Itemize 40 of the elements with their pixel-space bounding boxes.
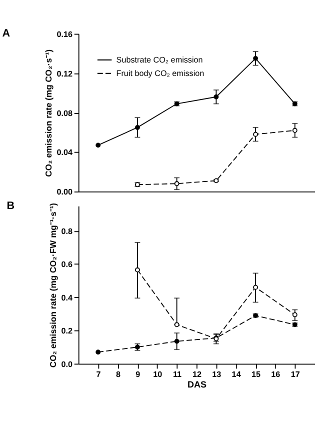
- point: [174, 181, 180, 186]
- point: [96, 350, 101, 355]
- point: [292, 128, 298, 133]
- y-tick-label: 0.6: [61, 260, 74, 270]
- y-axis-title: CO₂ emission rate (mg CO₂·s⁻¹): [43, 49, 54, 177]
- x-tick-label: 13: [212, 370, 222, 379]
- x-tick-label: 8: [116, 370, 121, 379]
- y-tick-label: 0.0: [61, 360, 74, 369]
- y-tick-label: 0.8: [61, 227, 74, 236]
- x-tick-label: 11: [172, 370, 182, 379]
- x-tick-label: 10: [153, 370, 163, 379]
- point: [135, 124, 140, 130]
- x-tick-label: 15: [251, 370, 261, 379]
- point: [135, 267, 140, 272]
- x-axis-title: DAS: [187, 380, 206, 390]
- point: [253, 132, 258, 137]
- point: [292, 312, 298, 318]
- chart-title: A: [2, 27, 10, 40]
- point: [214, 94, 219, 100]
- x-tick-label: 9: [136, 370, 141, 379]
- y-tick-label: 0.08: [56, 108, 74, 118]
- point: [253, 284, 258, 290]
- y-tick-label: 0.12: [56, 69, 74, 78]
- y-tick-label: 0.2: [61, 326, 74, 336]
- legend-label: Fruit body CO₂ emission: [116, 69, 204, 78]
- point: [253, 56, 258, 61]
- y-tick-label: 0.4: [61, 293, 74, 302]
- y-tick-label: 0.04: [56, 148, 74, 158]
- chart-title: B: [6, 200, 15, 212]
- y-tick-label: 0.00: [56, 188, 74, 197]
- legend-label: Substrate CO₂ emission: [116, 56, 203, 65]
- x-tick-label: 14: [232, 370, 242, 379]
- y-tick-label: 0.16: [56, 30, 74, 39]
- x-tick-label: 7: [96, 370, 102, 379]
- y-axis-title: CO₂ emission rate (mg CO₂·FW mg⁻¹·s⁻¹): [48, 202, 58, 368]
- x-tick-label: 12: [192, 370, 202, 379]
- point: [96, 142, 101, 148]
- x-tick-label: 16: [271, 370, 281, 379]
- point: [174, 338, 180, 344]
- x-tick-label: 17: [290, 370, 300, 379]
